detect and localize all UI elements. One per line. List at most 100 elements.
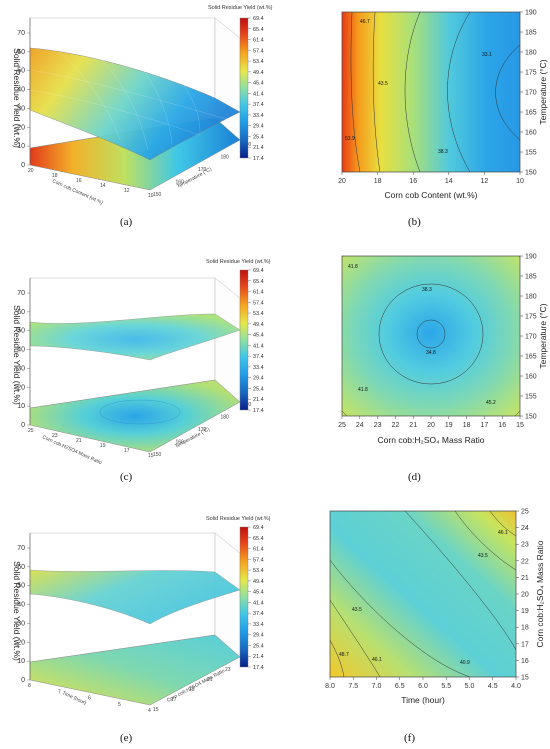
colorbar-e-tick-label: 49.4: [253, 579, 264, 585]
panel-a-vtick-label: 0: [21, 162, 25, 169]
colorbar-a-tick-label: 29.4: [253, 124, 264, 130]
panel-d-xtick-label: 15: [516, 422, 524, 429]
colorbar-c: Solid Residue Yield (wt.%) 69.4 65.4 61.4 5…: [206, 259, 271, 414]
colorbar-e-tick-label: 45.4: [253, 590, 264, 596]
panel-d-xtick-label: 16: [498, 422, 506, 429]
colorbar-c-tick-label: 37.4: [253, 354, 264, 360]
panel-a-vtick-label: 60: [17, 49, 25, 56]
panel-c-xtick-label: 21: [76, 438, 82, 444]
colorbar-a-tick-label: 57.4: [253, 48, 264, 54]
panel-a-surface-plot: 0102030405060702018161412101501601701801…: [12, 17, 252, 206]
panel-a-xtick-label: 12: [124, 188, 130, 194]
panel-b-ytick-label: 180: [525, 50, 537, 57]
panel-d-ytick-label: 185: [525, 274, 537, 281]
panel-a-response-surface: [29, 47, 241, 161]
panel-c-xtick-label: 17: [124, 448, 130, 454]
panel-e-xtick-label: 7: [58, 689, 61, 695]
panel-f-ytick-label: 18: [521, 625, 529, 632]
panel-f-contour-plot: 46.1 43.5 43.5 46.1 48.7 40.9 8.0 7.5 7.0 6…: [325, 509, 545, 706]
panel-c-caption: (c): [120, 471, 133, 483]
panel-e-xtick-label: 8: [28, 683, 31, 689]
panel-f-ytick-label: 24: [521, 525, 529, 532]
colorbar-c-tick-label: 65.4: [253, 279, 264, 285]
colorbar-e-tick-label: 69.4: [253, 525, 264, 531]
panel-a-ytick-label: 170: [198, 167, 207, 173]
panel-d-contour-label: 41.8: [358, 387, 368, 393]
panel-f-contour-fill: [330, 511, 516, 677]
colorbar-a-tick-label: 33.4: [253, 113, 264, 119]
panel-d-xtick-label: 24: [356, 422, 364, 429]
colorbar-c-tick-label: 41.4: [253, 343, 264, 349]
panel-b-ytick-label: 175: [525, 70, 537, 77]
colorbar-a-tick-label: 53.4: [253, 59, 264, 65]
panel-d-contour-lines: [342, 256, 520, 416]
panel-b-contour-label: 33.1: [482, 52, 492, 58]
colorbar-e-tick-label: 33.4: [253, 622, 264, 628]
colorbar-e-title: Solid Residue Yield (wt.%): [206, 516, 271, 522]
panel-e-vtick-label: 50: [17, 583, 25, 590]
colorbar-e-tick-label: 37.4: [253, 611, 264, 617]
panel-f-xtick-label: 7.0: [372, 683, 382, 690]
panel-a-xtick-label: 14: [100, 183, 106, 189]
colorbar-a-title: Solid Residue Yield (wt.%): [208, 5, 273, 11]
panel-d-contour-label: 38.3: [422, 287, 432, 293]
panel-d-ytick-label: 160: [525, 374, 537, 381]
panel-c-xtick-label: 19: [100, 443, 106, 449]
panel-f-ytick-label: 23: [521, 542, 529, 549]
panel-f-contour-label: 43.5: [352, 607, 362, 613]
panel-e-ytick-label: 23: [225, 667, 231, 673]
panel-d-contour-fill: [342, 256, 520, 416]
colorbar-e-tick-label: 61.4: [253, 547, 264, 553]
panel-b-x-axis-label: Corn cob Content (wt.%): [384, 190, 477, 200]
colorbar-c-tick-label: 69.4: [253, 268, 264, 274]
panel-a-ytick-label: 160: [176, 180, 185, 186]
panel-b-xtick-label: 18: [374, 178, 382, 185]
panel-f-ytick-label: 20: [521, 592, 529, 599]
panel-e-y-axis-label: Solid Residue Yield (wt.%): [12, 561, 22, 661]
panel-c-ytick-label: 180: [221, 415, 230, 421]
panel-f-ytick-label: 19: [521, 608, 529, 615]
colorbar-c-tick-label: 33.4: [253, 365, 264, 371]
panel-a-vtick-label: 40: [17, 87, 25, 94]
panel-f-xtick-label: 7.5: [348, 683, 358, 690]
panel-b-xtick-label: 14: [445, 178, 453, 185]
colorbar-a-tick-label: 41.4: [253, 91, 264, 97]
panel-c-xtick-label: 15: [148, 453, 154, 459]
panel-a-xtick-label: 16: [76, 178, 82, 184]
panel-b-contour-label: 46.7: [360, 19, 370, 25]
panel-d-xtick-label: 22: [392, 422, 400, 429]
colorbar-e-tick-label: 53.4: [253, 568, 264, 574]
panel-e-ytick-label: 21: [207, 677, 213, 683]
colorbar-a-tick-label: 61.4: [253, 38, 264, 44]
panel-d-y-axis-label: Temperature (°C): [538, 303, 548, 368]
colorbar-c-tick-label: 57.4: [253, 300, 264, 306]
panel-c-vtick-label: 70: [17, 290, 25, 297]
colorbar-a-tick-label: 45.4: [253, 81, 264, 87]
colorbar-a-tick-label: 65.4: [253, 27, 264, 33]
panel-a-xtick-label: 10: [148, 193, 154, 199]
panel-d-xtick-label: 23: [374, 422, 382, 429]
panel-a-vtick-label: 10: [17, 143, 25, 150]
panel-c-ytick-label: 150: [153, 452, 162, 458]
panel-f-contour-label: 46.1: [372, 657, 382, 663]
panel-b-xtick-label: 10: [516, 178, 524, 185]
panel-d-ytick-label: 190: [525, 254, 537, 261]
panel-b-contour-fill: [342, 12, 520, 172]
panel-e-vtick-label: 60: [17, 564, 25, 571]
panel-b-contour-label: 38.3: [438, 149, 448, 155]
panel-e-vtick-label: 30: [17, 620, 25, 627]
panel-f-x-axis-label: Time (hour): [401, 695, 445, 705]
panel-e-x-axis-label: Time (hour): [61, 690, 87, 706]
colorbar-c-tick-label: 45.4: [253, 333, 264, 339]
panel-c-surface-plot: 0102030405060702523211917151501601701801…: [12, 277, 252, 466]
colorbar-e-tick-label: 17.4: [253, 665, 264, 671]
panel-d-ytick-label: 155: [525, 394, 537, 401]
panel-a-ytick-label: 180: [221, 155, 230, 161]
colorbar-a-tick-label: 37.4: [253, 102, 264, 108]
panel-a-vtick-label: 30: [17, 105, 25, 112]
panel-b-ytick-label: 190: [525, 10, 537, 17]
colorbar-e-tick-label: 29.4: [253, 633, 264, 639]
panel-b-contour-lines: [350, 12, 520, 172]
colorbar-e-tick-label: 25.4: [253, 643, 264, 649]
